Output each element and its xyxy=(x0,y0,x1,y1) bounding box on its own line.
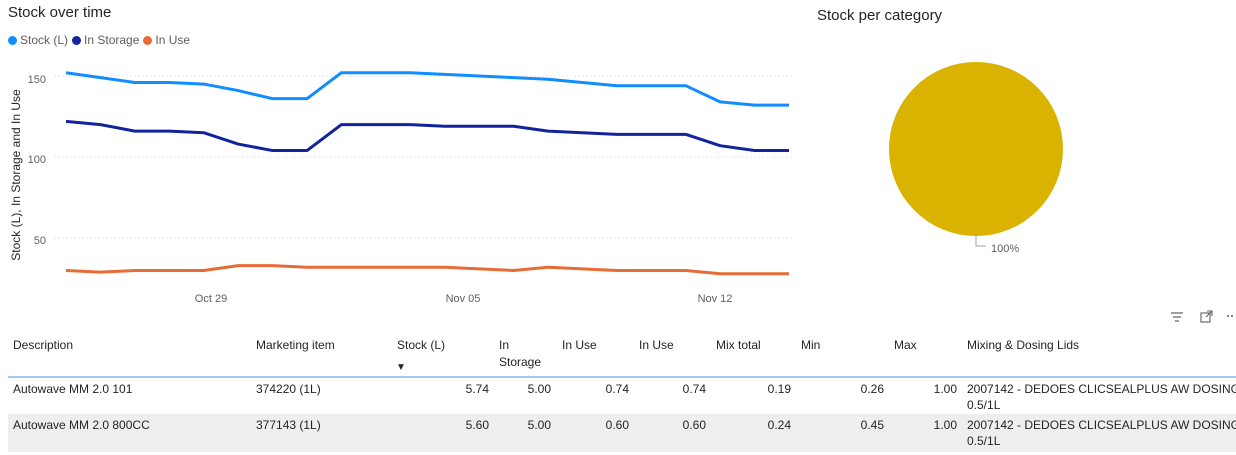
cell-lids: 2007142 - DEDOES CLICSEALPLUS AW DOSING xyxy=(967,382,1236,396)
x-tick-label: Nov 05 xyxy=(446,293,481,305)
cell-in-storage: 5.00 xyxy=(527,418,551,432)
column-header-description[interactable]: Description xyxy=(13,338,74,352)
column-header-marketing-item[interactable]: Marketing item xyxy=(256,338,335,352)
legend-dot-icon xyxy=(72,35,82,45)
legend-dot-icon xyxy=(8,35,17,45)
y-tick-label: 50 xyxy=(34,235,46,247)
column-header-in-storage[interactable]: In Storage xyxy=(499,338,542,369)
legend-item-in-use[interactable]: In Use xyxy=(143,33,190,47)
column-header-in-use-2[interactable]: In Use xyxy=(639,338,674,352)
legend-label-in-use: In Use xyxy=(155,33,191,47)
pie-leader-line xyxy=(975,236,986,247)
pie-slice[interactable] xyxy=(889,62,1063,236)
column-header-mixing-dosing-lids[interactable]: Mixing & Dosing Lids xyxy=(967,338,1080,352)
column-header-in-use[interactable]: In Use xyxy=(562,338,597,352)
line-chart-series xyxy=(65,71,789,276)
cell-min: 0.45 xyxy=(860,418,884,432)
column-header-min[interactable]: Min xyxy=(801,338,821,352)
cell-min: 0.26 xyxy=(860,382,884,396)
cell-lids-continued: 0.5/1L xyxy=(967,398,1001,412)
cell-description: Autowave MM 2.0 101 xyxy=(13,382,133,396)
cell-stock: 5.60 xyxy=(465,418,489,432)
cell-in-use: 0.74 xyxy=(605,382,629,396)
line-chart-grid xyxy=(55,75,795,239)
line-chart-title: Stock over time xyxy=(8,4,112,21)
legend-item-in-storage[interactable]: In Storage xyxy=(72,33,139,47)
x-tick-label: Nov 12 xyxy=(698,293,733,305)
legend-item-stock[interactable]: Stock (L) xyxy=(8,33,68,47)
legend-label-in-storage: In Storage xyxy=(84,33,140,47)
cell-marketing-item: 374220 (1L) xyxy=(256,382,321,396)
line-chart[interactable]: Stock (L), In Storage and In Use 150 100… xyxy=(0,0,800,310)
x-tick-label: Oct 29 xyxy=(195,293,227,305)
cell-in-storage: 5.00 xyxy=(527,382,551,396)
filter-icon[interactable] xyxy=(1171,311,1183,325)
focus-mode-icon[interactable] xyxy=(1200,310,1213,326)
series-line-stock-l[interactable] xyxy=(65,71,789,107)
pie-slice-label: 100% xyxy=(991,243,1019,255)
y-axis-label: Stock (L), In Storage and In Use xyxy=(9,89,23,261)
column-header-max[interactable]: Max xyxy=(894,338,917,352)
y-tick-label: 150 xyxy=(28,74,46,86)
pie-chart[interactable]: 100% xyxy=(880,55,1080,265)
y-tick-label: 100 xyxy=(28,154,46,166)
cell-mix-total: 0.24 xyxy=(767,418,791,432)
cell-lids: 2007142 - DEDOES CLICSEALPLUS AW DOSING xyxy=(967,418,1236,432)
cell-max: 1.00 xyxy=(933,382,957,396)
column-header-mix-total[interactable]: Mix total xyxy=(716,338,761,352)
cell-max: 1.00 xyxy=(933,418,957,432)
series-line-in-storage[interactable] xyxy=(65,119,789,153)
cell-mix-total: 0.19 xyxy=(767,382,791,396)
header-divider xyxy=(8,376,1236,378)
series-line-in-use[interactable] xyxy=(65,264,789,276)
cell-in-use-2: 0.74 xyxy=(682,382,706,396)
line-chart-legend: Stock (L) In Storage In Use xyxy=(8,33,194,47)
legend-label-stock: Stock (L) xyxy=(20,33,69,47)
cell-lids-continued: 0.5/1L xyxy=(967,434,1001,448)
cell-description: Autowave MM 2.0 800CC xyxy=(13,418,150,432)
sort-descending-icon[interactable]: ▼ xyxy=(396,362,406,373)
table-row-background xyxy=(8,414,1236,452)
more-options-icon[interactable] xyxy=(1226,309,1236,324)
cell-in-use-2: 0.60 xyxy=(682,418,706,432)
cell-stock: 5.74 xyxy=(465,382,489,396)
cell-marketing-item: 377143 (1L) xyxy=(256,418,321,432)
legend-dot-icon xyxy=(143,35,153,45)
cell-in-use: 0.60 xyxy=(605,418,629,432)
pie-chart-title: Stock per category xyxy=(817,7,943,24)
column-header-stock[interactable]: Stock (L) xyxy=(397,338,446,352)
